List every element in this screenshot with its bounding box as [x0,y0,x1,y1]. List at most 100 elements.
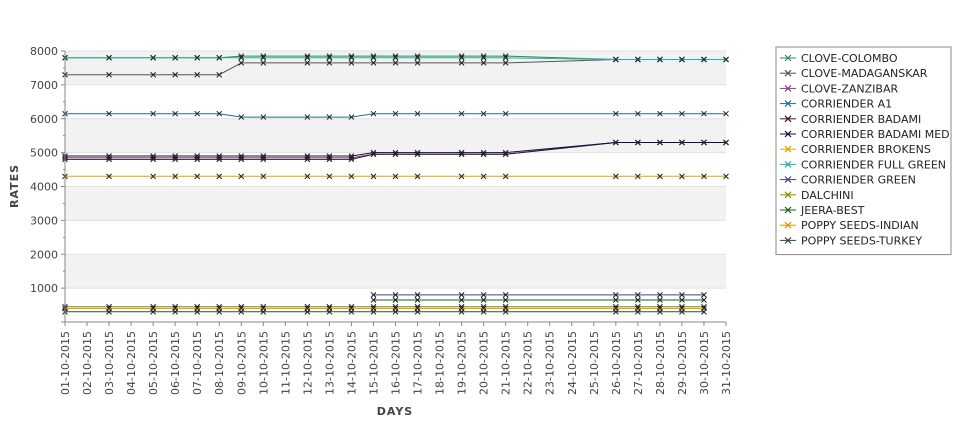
x-tick-label: 17-10-2015 [412,331,425,395]
data-point [723,139,729,146]
data-point [326,308,333,315]
data-point [612,56,619,63]
data-point [106,110,112,117]
data-point [635,56,641,63]
data-point [392,54,399,61]
x-tick-label: 15-10-2015 [367,331,380,395]
series [370,297,707,303]
y-tick-label: 3000 [30,214,58,227]
data-point [348,54,355,61]
data-point [260,60,267,66]
data-point [701,308,707,315]
data-point [370,110,377,117]
data-point [370,54,377,61]
x-tick-label: 28-10-2015 [654,331,667,395]
legend-label: CORRIENDER A1 [801,98,892,111]
data-point [612,110,619,117]
plot-band [65,186,726,221]
data-point [502,173,509,180]
x-tick-label: 09-10-2015 [235,331,248,395]
data-point [701,173,707,180]
legend-item: CORRIENDER GREEN [780,174,916,187]
x-tick-label: 20-10-2015 [478,331,491,395]
x-tick-label: 31-10-2015 [720,331,733,395]
x-tick-label: 12-10-2015 [301,331,314,395]
data-point [679,139,685,146]
x-tick-label: 27-10-2015 [632,331,645,395]
x-tick-label: 19-10-2015 [456,331,469,395]
data-point [701,110,707,117]
legend-label: CORRIENDER BADAMI [801,113,921,126]
data-point [106,54,112,61]
legend-item: CLOVE-COLOMBO [780,52,898,65]
data-point [458,173,465,180]
x-tick-label: 04-10-2015 [125,331,138,395]
legend-item: CORRIENDER BROKENS [780,143,931,156]
data-point [238,308,245,315]
data-point [414,308,421,315]
data-point [635,308,641,315]
data-point [150,308,156,315]
data-point [150,153,156,159]
data-point [106,308,112,315]
data-point [612,308,619,315]
data-point [635,292,641,298]
data-point [216,54,223,61]
data-point [458,149,465,156]
data-point [414,292,421,298]
y-tick-label: 8000 [30,45,58,58]
data-point [502,149,509,156]
legend-marker [784,221,792,229]
x-tick-label: 24-10-2015 [566,331,579,395]
data-point [458,297,465,303]
y-tick-label: 6000 [30,113,58,126]
data-point [348,60,355,66]
data-point [612,297,619,303]
data-point [701,139,707,146]
data-point [326,153,333,159]
legend-item: CLOVE-ZANZIBAR [780,82,898,95]
legend-label: POPPY SEEDS-TURKEY [801,234,922,247]
data-point [635,139,641,146]
data-point [238,54,245,61]
data-point [392,173,399,180]
data-point [679,308,685,315]
data-point [194,71,201,78]
data-point [348,153,355,159]
data-point [238,173,245,180]
legend-label: CORRIENDER BROKENS [801,143,931,156]
data-point [723,110,729,117]
data-point [458,110,465,117]
data-point [679,297,685,303]
series [62,139,729,159]
data-point [172,308,179,315]
data-point [458,292,465,298]
data-point [260,54,267,61]
x-tick-label: 13-10-2015 [323,331,336,395]
y-tick-labels: 1000 2000 3000 4000 5000 6000 7000 8000 [30,45,58,295]
data-point [612,173,619,180]
legend-marker [784,84,792,92]
data-point [106,71,112,78]
data-point [657,56,663,63]
data-point [216,71,223,78]
x-tick-label: 05-10-2015 [147,331,160,395]
data-point [635,173,641,180]
data-point [502,60,509,66]
data-point [216,110,223,117]
legend-box [775,46,952,256]
legend-item: DALCHINI [780,189,854,202]
legend-label: DALCHINI [801,189,854,202]
x-tick-label: 29-10-2015 [676,331,689,395]
x-tick-label: 26-10-2015 [610,331,623,395]
data-point [657,292,663,298]
data-point [150,173,156,180]
y-tick-label: 7000 [30,79,58,92]
x-tick-label: 14-10-2015 [345,331,358,395]
x-tick-label: 23-10-2015 [544,331,557,395]
data-point [348,308,355,315]
data-point [172,71,179,78]
data-point [194,308,201,315]
data-point [106,153,112,159]
